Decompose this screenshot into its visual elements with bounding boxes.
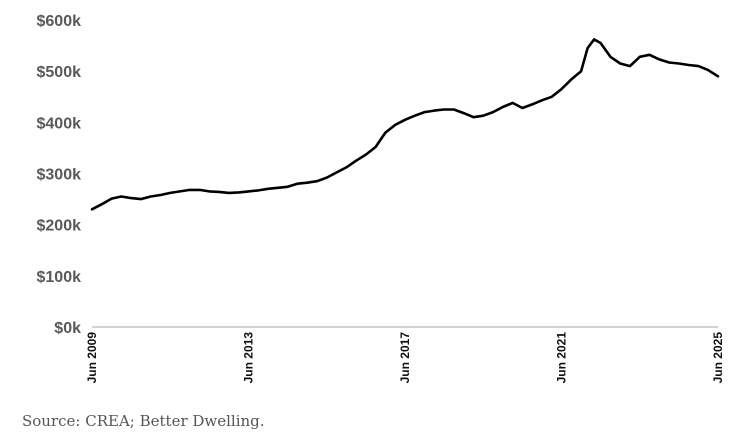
- x-tick-label: Jun 2009: [85, 332, 99, 384]
- x-tick-label: Jun 2013: [242, 332, 256, 384]
- y-tick-label: $200k: [37, 218, 82, 235]
- y-axis-tick-labels: $0k $100k $200k $300k $400k $500k $600k: [37, 13, 82, 337]
- y-tick-label: $600k: [37, 13, 82, 30]
- y-tick-label: $300k: [37, 167, 82, 184]
- x-tick-label: Jun 2021: [555, 332, 569, 384]
- x-tick-label: Jun 2017: [398, 332, 412, 384]
- x-tick-label: Jun 2025: [711, 332, 725, 384]
- y-tick-label: $400k: [37, 115, 82, 132]
- price-series-line: [90, 38, 720, 211]
- y-tick-label: $100k: [37, 269, 82, 286]
- x-axis-tick-labels: Jun 2009 Jun 2013 Jun 2017 Jun 2021 Jun 2025: [85, 332, 725, 384]
- y-tick-label: $0k: [54, 320, 81, 337]
- y-tick-label: $500k: [37, 64, 82, 81]
- source-note: Source: CREA; Better Dwelling.: [22, 412, 265, 430]
